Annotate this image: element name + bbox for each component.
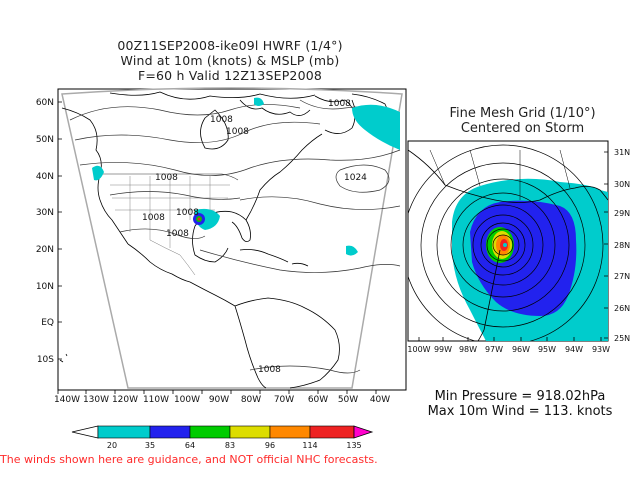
fm-lat-label: 27N <box>614 272 630 281</box>
isobar-label: 1008 <box>328 99 351 109</box>
fm-lat-label: 29N <box>614 209 630 218</box>
fm-lon-label: 93W <box>592 345 610 354</box>
colorbar-label: 64 <box>185 441 195 450</box>
fm-lon-label: 99W <box>434 345 452 354</box>
fine-mesh-map: 31N 30N 29N 28N 27N 26N 25N 100W 99W 98W… <box>407 140 630 354</box>
domain-boundary <box>61 87 403 389</box>
lat-label: 60N <box>36 98 54 108</box>
colorbar-label: 83 <box>225 441 235 450</box>
coastlines <box>59 91 389 389</box>
lat-label: 20N <box>36 245 54 255</box>
fm-lat-label: 25N <box>614 334 630 343</box>
wind-shading-main <box>92 97 400 256</box>
title-line-3: F=60 h Valid 12Z13SEP2008 <box>137 68 323 83</box>
lat-label: 10N <box>36 282 54 292</box>
title-line-2: Wind at 10m (knots) & MSLP (mb) <box>120 53 340 68</box>
max-wind: Max 10m Wind = 113. knots <box>427 404 613 419</box>
colorbar-left-arrow <box>71 425 99 439</box>
lon-label: 140W <box>54 395 80 405</box>
fm-lon-label: 96W <box>512 345 530 354</box>
lon-label: 100W <box>174 395 200 405</box>
isobar-label-group: 1008 1008 1008 1008 1008 1008 1024 1008 … <box>142 99 367 375</box>
fine-mesh-lon-labels: 100W 99W 98W 97W 96W 95W 94W 93W <box>407 345 610 354</box>
disclaimer: The winds shown here are guidance, and N… <box>0 453 378 466</box>
fm-lat-label: 26N <box>614 304 630 313</box>
lat-label: 30N <box>36 208 54 218</box>
isobar-label: 1008 <box>210 115 233 125</box>
fm-lon-label: 95W <box>538 345 556 354</box>
colorbar: 20 35 64 83 96 114 135 <box>71 425 374 450</box>
isobar-label: 1008 <box>166 229 189 239</box>
fm-lat-label: 30N <box>614 180 630 189</box>
colorbar-right-arrow <box>353 425 374 439</box>
lat-label: 40N <box>36 172 54 182</box>
fine-mesh-isobars <box>408 144 604 341</box>
fine-mesh-title: Fine Mesh Grid (1/10°) <box>449 106 596 121</box>
isobar-label: 1008 <box>176 208 199 218</box>
fine-mesh-lat-labels: 31N 30N 29N 28N 27N 26N 25N <box>614 148 630 343</box>
isobars-main <box>69 99 401 374</box>
main-lon-labels: 140W 130W 120W 110W 100W 90W 80W 70W 60W… <box>54 395 390 405</box>
colorbar-segment <box>149 425 191 439</box>
lat-label: 50N <box>36 135 54 145</box>
isobar-label: 1008 <box>155 173 178 183</box>
lon-label: 90W <box>209 395 229 405</box>
fm-lat-label: 28N <box>614 241 630 250</box>
colorbar-label: 20 <box>107 441 117 450</box>
fm-lon-label: 100W <box>407 345 430 354</box>
fm-lat-label: 31N <box>614 148 630 157</box>
main-lat-ticks <box>57 101 377 394</box>
colorbar-label: 96 <box>265 441 275 450</box>
lon-label: 50W <box>338 395 358 405</box>
colorbar-label: 114 <box>302 441 317 450</box>
fm-lon-label: 97W <box>485 345 503 354</box>
fm-lon-label: 94W <box>565 345 583 354</box>
lon-label: 110W <box>143 395 169 405</box>
colorbar-segment <box>189 425 231 439</box>
lat-label: EQ <box>41 318 54 328</box>
colorbar-segment <box>97 425 151 439</box>
colorbar-segment <box>229 425 271 439</box>
lon-label: 70W <box>274 395 294 405</box>
colorbar-label: 35 <box>145 441 155 450</box>
isobar-label: 1008 <box>226 127 249 137</box>
lon-label: 60W <box>308 395 328 405</box>
main-lat-labels: 60N 50N 40N 30N 20N 10N EQ 10S <box>36 98 54 365</box>
colorbar-label: 135 <box>346 441 361 450</box>
isobar-label: 1024 <box>344 173 367 183</box>
lat-label: 10S <box>37 355 54 365</box>
fm-lon-label: 98W <box>459 345 477 354</box>
min-pressure: Min Pressure = 918.02hPa <box>434 389 606 404</box>
lon-label: 80W <box>241 395 261 405</box>
fine-mesh-subtitle: Centered on Storm <box>460 121 585 136</box>
lon-label: 40W <box>370 395 390 405</box>
title-line-1: 00Z11SEP2008-ike09l HWRF (1/4°) <box>117 38 343 53</box>
isobar-label: 1008 <box>142 213 165 223</box>
isobar-label: 1008 <box>258 365 281 375</box>
main-map-frame <box>57 88 407 391</box>
lon-label: 130W <box>83 395 109 405</box>
colorbar-segment <box>309 425 355 439</box>
lon-label: 120W <box>112 395 138 405</box>
colorbar-segment <box>269 425 311 439</box>
